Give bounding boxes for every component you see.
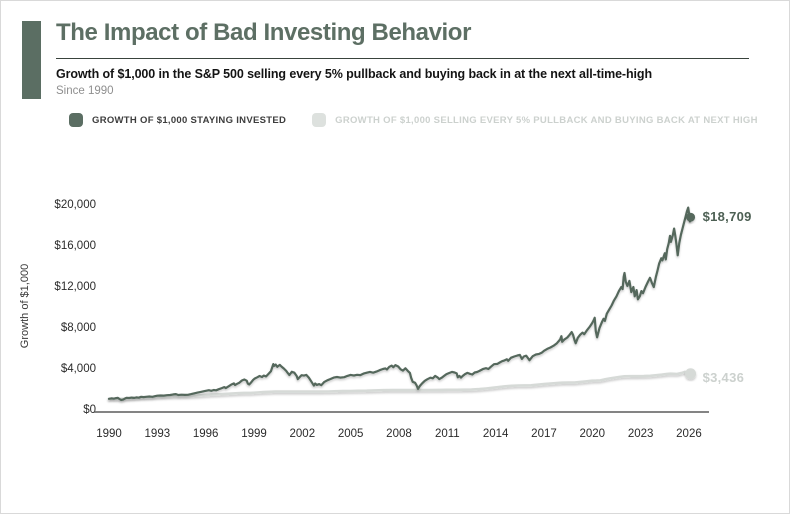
x-tick-label: 2020 [580,428,606,440]
end-value-label-selling-pullback: $3,436 [703,370,745,385]
line-selling-pullback [107,370,692,401]
x-tick-label: 2017 [531,428,557,440]
y-tick-label: $4,000 [61,363,96,375]
y-tick-label: $16,000 [54,240,96,252]
x-tick-label: 1996 [193,428,219,440]
legend-label: GROWTH OF $1,000 STAYING INVESTED [92,114,287,126]
y-axis-title: Growth of $1,000 [19,264,31,348]
title-accent-bar [22,21,41,99]
legend-item-staying-invested: GROWTH OF $1,000 STAYING INVESTED [69,113,286,127]
x-tick-label: 2002 [290,428,316,440]
legend-swatch-gray [312,113,327,127]
end-dot-selling-pullback [685,368,697,380]
line-staying-invested [107,206,692,402]
chart-since-note: Since 1990 [56,85,114,97]
legend-item-selling-pullback: GROWTH OF $1,000 SELLING EVERY 5% PULLBA… [312,113,758,127]
y-tick-label: $8,000 [61,322,96,334]
title-divider [56,58,749,59]
x-tick-label: 2011 [435,428,460,440]
legend-label: GROWTH OF $1,000 SELLING EVERY 5% PULLBA… [335,114,758,126]
chart-subtitle: Growth of $1,000 in the S&P 500 selling … [56,67,652,81]
x-tick-label: 2008 [386,428,412,440]
page-title: The Impact of Bad Investing Behavior [56,19,472,46]
y-tick-label: $12,000 [54,281,96,293]
y-tick-label: $20,000 [54,199,96,211]
x-tick-label: 2014 [483,428,509,440]
y-tick-label: $0 [83,404,96,416]
chart-legend: GROWTH OF $1,000 STAYING INVESTED GROWTH… [69,113,758,127]
x-tick-label: 1999 [241,428,267,440]
end-value-label-staying-invested: $18,709 [703,209,752,224]
legend-swatch-green [69,113,83,127]
x-tick-label: 2005 [338,428,364,440]
x-tick-label: 1990 [96,428,122,440]
x-tick-label: 2026 [676,428,702,440]
x-tick-label: 1993 [145,428,171,440]
x-tick-label: 2023 [628,428,654,440]
end-dot-staying-invested [686,212,696,222]
